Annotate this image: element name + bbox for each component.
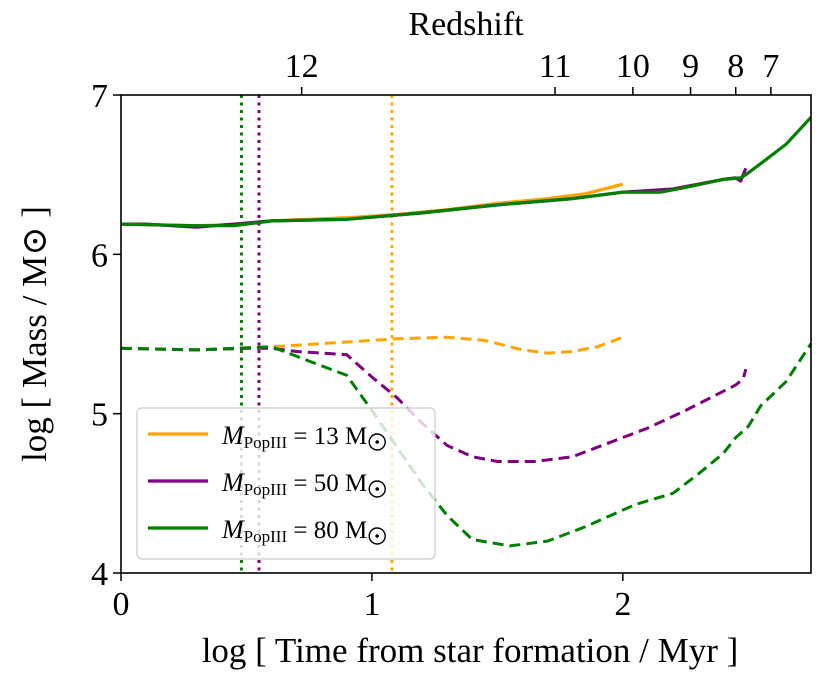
- top-tick-label: 9: [682, 48, 699, 85]
- y-tick-label: 4: [91, 556, 108, 593]
- top-axis-title: Redshift: [408, 6, 524, 43]
- y-tick-label: 7: [91, 78, 108, 115]
- top-tick-label: 10: [616, 48, 650, 85]
- legend-label-2: MPopIII = 80 M: [221, 515, 367, 546]
- sun-symbol-icon: [368, 433, 386, 451]
- x-tick-label: 2: [614, 586, 631, 623]
- top-tick-label: 12: [285, 48, 319, 85]
- solid-line-series-0: [121, 182, 624, 228]
- y-axis-label: log [ Mass / M⊙ ]: [15, 206, 54, 462]
- legend-entries: MPopIII = 13 M MPopIII = 50 M MPopIII = 80…: [148, 421, 386, 546]
- top-tick-label: 7: [762, 48, 779, 85]
- dashed-line-series-2: [121, 342, 811, 548]
- legend-box: [136, 407, 436, 560]
- x-axis-ticks: 0 1 2: [113, 573, 631, 623]
- sun-symbol-icon: [368, 480, 386, 498]
- legend-label-0: MPopIII = 13 M: [221, 421, 367, 452]
- legend: MPopIII = 13 M MPopIII = 50 M MPopIII = 80…: [136, 407, 436, 560]
- top-axis-ticks: 12 11 10 9 8 7: [285, 48, 779, 95]
- plot-frame: [120, 94, 812, 574]
- sun-symbol-icon: [368, 527, 386, 545]
- x-tick-label: 1: [363, 586, 380, 623]
- legend-label-1: MPopIII = 50 M: [221, 468, 367, 499]
- sun-symbol-dot: [375, 487, 380, 491]
- top-tick-label: 8: [727, 48, 744, 85]
- top-tick-label: 11: [539, 48, 572, 85]
- sun-symbol-dot: [375, 440, 380, 444]
- sun-symbol-dot: [375, 534, 380, 538]
- solid-line-series-2: [121, 116, 811, 228]
- y-tick-label: 6: [91, 237, 108, 274]
- x-axis-label: log [ Time from star formation / Myr ]: [202, 631, 739, 670]
- y-axis-ticks: 4 5 6 7: [91, 78, 121, 593]
- solid-line-series-1: [121, 167, 748, 229]
- y-tick-label: 5: [91, 397, 108, 434]
- x-tick-label: 0: [113, 586, 130, 623]
